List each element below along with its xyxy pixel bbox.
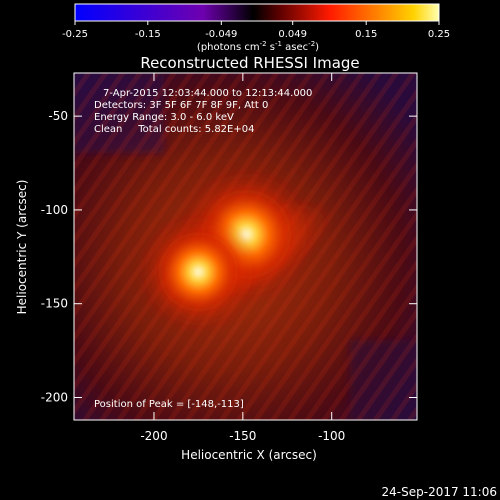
peak-position-label: Position of Peak = [-148,-113] (94, 399, 244, 410)
annotation-time-range: 7-Apr-2015 12:03:44.000 to 12:13:44.000 (103, 88, 312, 99)
colorbar-tick-label: -0.15 (135, 29, 161, 40)
y-tick-label: -50 (48, 109, 68, 123)
y-tick-label: -200 (41, 390, 68, 404)
annotation-block: 7-Apr-2015 12:03:44.000 to 12:13:44.000 … (94, 88, 312, 135)
annotation-detectors: Detectors: 3F 5F 6F 7F 8F 9F, Att 0 (94, 100, 268, 111)
colorbar-ticks: -0.25 -0.15 -0.049 0.049 0.15 0.25 (62, 21, 450, 40)
x-axis-label: Heliocentric X (arcsec) (181, 448, 317, 462)
colorbar-gradient (74, 3, 440, 22)
x-tick-label: -200 (140, 429, 167, 443)
chart-title: Reconstructed RHESSI Image (140, 54, 359, 72)
colorbar-tick-label: -0.25 (62, 29, 88, 40)
source-core (154, 227, 243, 317)
heatmap-sources (138, 166, 314, 332)
x-tick-label: -100 (318, 429, 345, 443)
footer-date: 24-Sep-2017 11:06 (382, 485, 497, 499)
y-tick-label: -100 (41, 203, 68, 217)
colorbar-tick-label: 0.049 (278, 29, 307, 40)
x-tick-label: -150 (229, 429, 256, 443)
annotation-clean-counts: Clean Total counts: 5.82E+04 (94, 124, 254, 135)
y-axis-ticks: -50 -100 -150 -200 (41, 109, 417, 404)
y-tick-label: -150 (41, 297, 68, 311)
colorbar-unit-label: (photons cm-2 s-1 asec-2) (197, 40, 319, 53)
colorbar: -0.25 -0.15 -0.049 0.049 0.15 0.25 (photons c… (62, 3, 450, 53)
x-axis-ticks: -200 -150 -100 (140, 73, 345, 443)
annotation-energy-range: Energy Range: 3.0 - 6.0 keV (94, 112, 234, 123)
colorbar-tick-label: 0.25 (428, 29, 450, 40)
heatmap-image (74, 73, 417, 420)
colorbar-tick-label: -0.049 (205, 29, 237, 40)
y-axis-label: Heliocentric Y (arcsec) (15, 180, 29, 315)
colorbar-tick-label: 0.15 (355, 29, 377, 40)
plot-frame (73, 72, 418, 421)
